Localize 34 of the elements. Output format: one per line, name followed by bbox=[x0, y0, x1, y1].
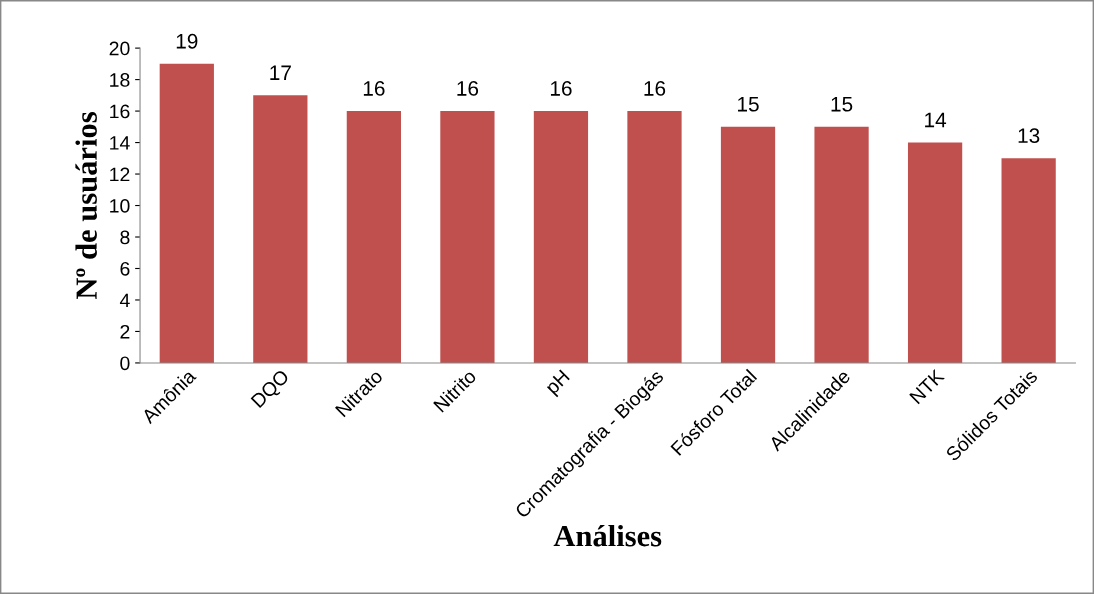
y-tick-label: 12 bbox=[110, 167, 130, 182]
data-label: 15 bbox=[831, 97, 853, 112]
x-axis-title: Análises bbox=[553, 524, 662, 547]
bar bbox=[814, 126, 869, 363]
data-label: 15 bbox=[738, 97, 759, 112]
data-label: 13 bbox=[1018, 128, 1040, 144]
bar bbox=[159, 63, 214, 363]
bar bbox=[346, 111, 401, 363]
data-label: 16 bbox=[363, 81, 385, 96]
y-tick-label: 20 bbox=[109, 41, 130, 56]
data-label: 17 bbox=[270, 65, 291, 80]
bar bbox=[253, 95, 308, 363]
y-tick-label: 16 bbox=[110, 104, 130, 119]
y-tick-label: 2 bbox=[120, 324, 130, 339]
bar bbox=[627, 111, 682, 363]
y-tick-label: 0 bbox=[120, 356, 130, 371]
bar bbox=[720, 126, 776, 363]
y-tick-label: 18 bbox=[110, 73, 130, 87]
bar bbox=[440, 111, 495, 363]
y-tick-label: 14 bbox=[110, 136, 130, 150]
bar bbox=[907, 142, 963, 363]
y-axis-title: Nº de usuários bbox=[75, 112, 97, 300]
bar bbox=[533, 111, 589, 363]
y-tick-label: 8 bbox=[120, 230, 130, 245]
data-label: 16 bbox=[457, 81, 479, 96]
bar bbox=[1001, 158, 1056, 363]
y-tick-label: 10 bbox=[110, 198, 130, 213]
y-tick-label: 4 bbox=[119, 293, 130, 308]
y-tick-label: 6 bbox=[120, 261, 130, 276]
data-label: 16 bbox=[550, 81, 572, 96]
data-label: 14 bbox=[925, 112, 947, 128]
data-label: 19 bbox=[176, 33, 198, 49]
data-label: 16 bbox=[644, 81, 666, 96]
x-tick-label: pH bbox=[544, 369, 573, 398]
